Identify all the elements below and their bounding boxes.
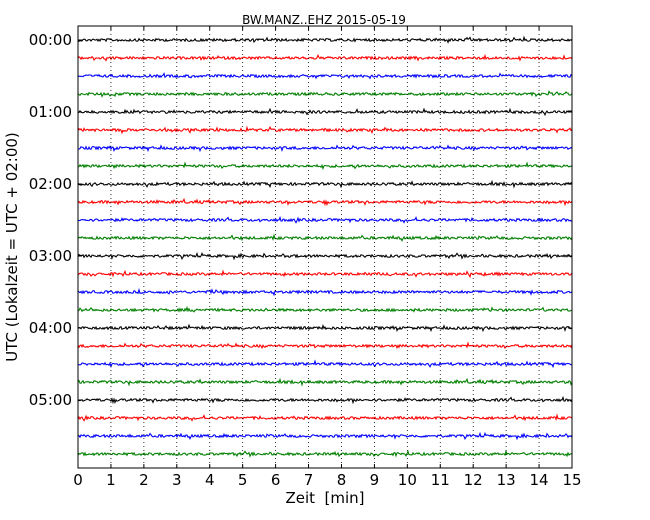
- trace-line: [77, 107, 573, 117]
- trace-line: [77, 251, 573, 261]
- trace-line: [77, 125, 573, 135]
- trace-line: [77, 144, 573, 153]
- trace-line: [77, 341, 573, 350]
- trace-line: [77, 215, 573, 224]
- trace-line: [77, 269, 573, 279]
- trace-line: [77, 413, 573, 422]
- x-tick-label: 5: [238, 471, 248, 489]
- y-tick-label: 02:00: [29, 175, 72, 193]
- trace-line: [77, 35, 573, 44]
- x-tick-label: 12: [464, 471, 483, 489]
- chart-title: BW.MANZ..EHZ 2015-05-19: [242, 13, 406, 27]
- trace-line: [77, 449, 573, 458]
- trace-line: [77, 53, 573, 62]
- x-tick-label: 1: [106, 471, 116, 489]
- x-tick-label: 6: [271, 471, 281, 489]
- trace-line: [77, 197, 573, 207]
- trace-group: [77, 35, 573, 458]
- x-tick-label: 7: [304, 471, 314, 489]
- x-tick-label: 2: [139, 471, 149, 489]
- trace-line: [77, 377, 573, 387]
- x-tick-label: 14: [530, 471, 549, 489]
- x-tick-label: 4: [205, 471, 215, 489]
- y-axis: 00:00 01:00 02:00 03:00 04:00 05:00: [29, 31, 572, 409]
- x-tick-label: 10: [398, 471, 417, 489]
- trace-line: [77, 305, 573, 313]
- y-tick-label: 05:00: [29, 391, 72, 409]
- trace-line: [77, 323, 573, 333]
- x-tick-label: 0: [73, 471, 83, 489]
- y-tick-label: 00:00: [29, 31, 72, 49]
- y-tick-label: 01:00: [29, 103, 72, 121]
- trace-line: [77, 72, 573, 80]
- x-tick-label: 9: [370, 471, 380, 489]
- plot-frame: [77, 25, 573, 469]
- trace-line: [77, 395, 573, 405]
- trace-line: [77, 161, 573, 171]
- x-tick-label: 11: [431, 471, 450, 489]
- x-axis-label: Zeit [min]: [285, 489, 364, 507]
- grid: [110, 26, 540, 468]
- y-tick-label: 03:00: [29, 247, 72, 265]
- trace-line: [77, 359, 573, 369]
- x-tick-label: 15: [562, 471, 581, 489]
- x-tick-label: 3: [172, 471, 182, 489]
- trace-line: [77, 90, 573, 98]
- trace-line: [77, 233, 573, 242]
- trace-line: [77, 179, 573, 189]
- x-tick-label: 8: [337, 471, 347, 489]
- trace-line: [77, 287, 573, 297]
- trace-line: [77, 431, 573, 441]
- x-axis: 0 1 2 3 4 5 6 7 8 9 10 11 12 13 14 15: [73, 26, 582, 489]
- y-axis-label: UTC (Lokalzeit = UTC + 02:00): [3, 132, 21, 362]
- y-tick-label: 04:00: [29, 319, 72, 337]
- x-tick-label: 13: [497, 471, 516, 489]
